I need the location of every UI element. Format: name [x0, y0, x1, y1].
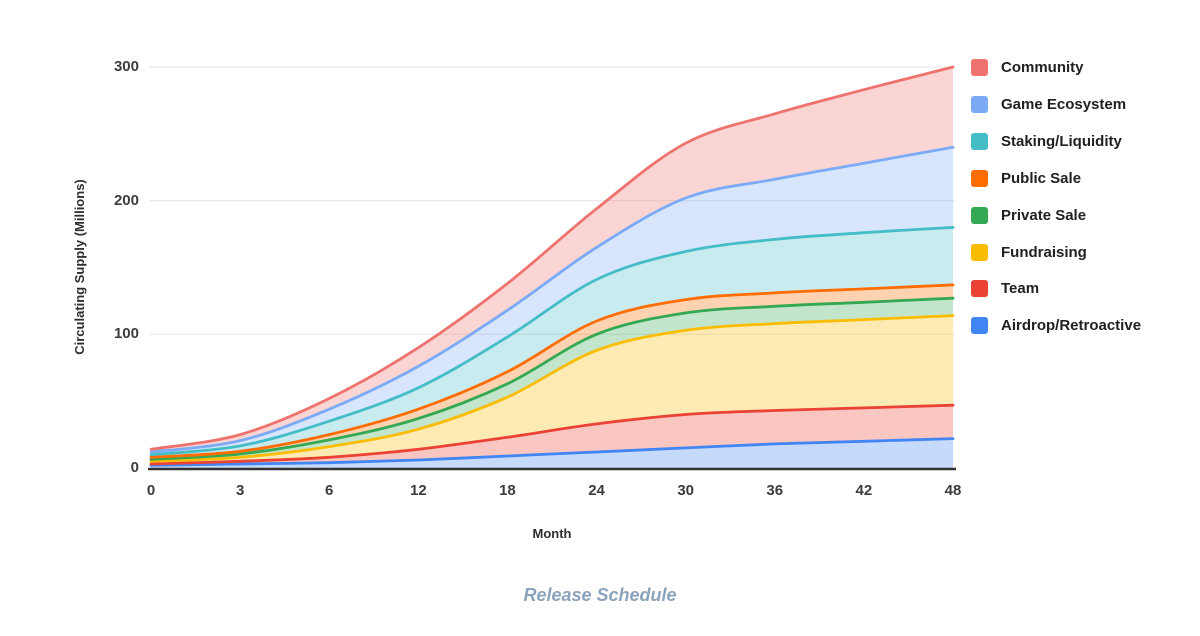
legend-item-airdrop-retroactive: Airdrop/Retroactive [971, 317, 1141, 335]
legend-swatch-private-sale [971, 206, 988, 224]
x-tick-42: 42 [855, 482, 873, 499]
y-tick-200: 200 [113, 191, 139, 209]
x-axis-title: Month [532, 526, 572, 541]
y-tick-0: 0 [130, 459, 139, 476]
legend-item-private-sale: Private Sale [971, 206, 1086, 224]
legend-label-team: Team [1001, 280, 1040, 298]
line-fundraising [149, 314, 955, 463]
y-tick-300: 300 [113, 58, 139, 75]
legend-item-team: Team [971, 280, 1039, 298]
legend-label-airdrop-retroactive: Airdrop/Retroactive [1001, 317, 1142, 335]
area-fundraising [151, 315, 953, 464]
area-private-sale [151, 298, 953, 462]
x-tick-12: 12 [409, 482, 427, 499]
legend-item-fundraising: Fundraising [971, 243, 1087, 261]
line-game-ecosystem [149, 145, 955, 454]
x-tick-0: 0 [146, 482, 156, 499]
legend-item-public-sale: Public Sale [971, 169, 1081, 187]
legend-item-game-ecosystem: Game Ecosystem [971, 95, 1126, 113]
x-tick-3: 3 [235, 482, 245, 499]
legend-swatch-staking-liquidity [971, 132, 988, 150]
legend-label-fundraising: Fundraising [1001, 243, 1087, 261]
legend-item-community: Community [971, 59, 1084, 77]
legend-label-staking-liquidity: Staking/Liquidity [1001, 132, 1122, 150]
x-tick-18: 18 [499, 482, 516, 499]
line-staking-liquidity [149, 226, 955, 456]
legend-swatch-community [971, 59, 988, 76]
legend-label-private-sale: Private Sale [1001, 206, 1087, 224]
line-airdrop-retroactive [149, 437, 955, 467]
area-staking-liquidity [151, 227, 953, 458]
x-tick-6: 6 [325, 482, 334, 499]
line-private-sale [149, 296, 955, 461]
legend-swatch-team [971, 280, 988, 298]
area-community [151, 67, 953, 452]
area-team [151, 405, 953, 466]
legend-label-public-sale: Public Sale [1001, 169, 1082, 187]
legend-swatch-game-ecosystem [971, 95, 988, 113]
legend-item-staking-liquidity: Staking/Liquidity [971, 132, 1122, 150]
legend-label-game-ecosystem: Game Ecosystem [1001, 95, 1127, 113]
chart-caption: Release Schedule [523, 585, 677, 605]
line-community [149, 65, 955, 451]
x-tick-30: 30 [677, 482, 694, 499]
x-tick-48: 48 [944, 482, 962, 499]
x-tick-24: 24 [588, 482, 605, 499]
area-game-ecosystem [151, 147, 953, 455]
legend-swatch-public-sale [971, 169, 988, 187]
x-tick-36: 36 [766, 482, 784, 499]
y-tick-100: 100 [113, 325, 139, 343]
line-team [149, 403, 955, 466]
legend-swatch-airdrop-retroactive [971, 317, 988, 335]
legend-label-community: Community [1001, 59, 1084, 76]
y-axis-title: Circulating Supply (Millions) [72, 179, 87, 355]
legend-swatch-fundraising [971, 243, 988, 261]
line-public-sale [149, 283, 955, 459]
